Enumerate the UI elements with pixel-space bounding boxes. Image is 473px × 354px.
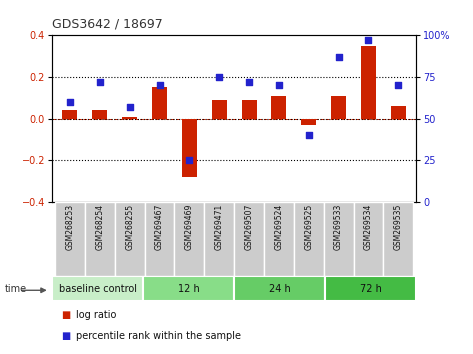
Bar bbox=[324, 202, 353, 276]
Point bbox=[305, 132, 313, 138]
Text: baseline control: baseline control bbox=[59, 284, 137, 293]
Text: 72 h: 72 h bbox=[360, 284, 382, 293]
Point bbox=[275, 82, 283, 88]
Bar bbox=[331, 96, 346, 119]
Bar bbox=[234, 276, 325, 301]
Bar bbox=[242, 100, 256, 119]
Bar bbox=[52, 276, 143, 301]
Text: GSM269533: GSM269533 bbox=[334, 204, 343, 250]
Text: GSM269469: GSM269469 bbox=[185, 204, 194, 250]
Bar bbox=[55, 202, 85, 276]
Text: GSM268254: GSM268254 bbox=[95, 204, 104, 250]
Text: log ratio: log ratio bbox=[76, 310, 116, 320]
Bar bbox=[204, 202, 234, 276]
Bar bbox=[234, 202, 264, 276]
Point bbox=[394, 82, 402, 88]
Point bbox=[66, 99, 74, 105]
Point bbox=[156, 82, 163, 88]
Point bbox=[335, 54, 342, 60]
Point bbox=[185, 157, 193, 163]
Bar bbox=[145, 202, 175, 276]
Text: ■: ■ bbox=[61, 310, 71, 320]
Text: GSM269534: GSM269534 bbox=[364, 204, 373, 250]
Bar bbox=[391, 106, 406, 119]
Point bbox=[245, 79, 253, 85]
Text: ■: ■ bbox=[61, 331, 71, 341]
Bar bbox=[182, 119, 197, 177]
Bar bbox=[122, 116, 137, 119]
Text: GSM269471: GSM269471 bbox=[215, 204, 224, 250]
Bar bbox=[115, 202, 145, 276]
Text: GSM269525: GSM269525 bbox=[304, 204, 313, 250]
Bar bbox=[325, 276, 416, 301]
Bar bbox=[294, 202, 324, 276]
Bar bbox=[62, 110, 78, 119]
Bar bbox=[384, 202, 413, 276]
Point bbox=[215, 74, 223, 80]
Text: 12 h: 12 h bbox=[178, 284, 200, 293]
Text: GSM269467: GSM269467 bbox=[155, 204, 164, 250]
Bar bbox=[152, 87, 167, 119]
Point bbox=[365, 38, 372, 43]
Text: percentile rank within the sample: percentile rank within the sample bbox=[76, 331, 241, 341]
Bar bbox=[212, 100, 227, 119]
Bar bbox=[301, 119, 316, 125]
Point bbox=[96, 79, 104, 85]
Text: GSM269507: GSM269507 bbox=[245, 204, 254, 250]
Text: GSM269524: GSM269524 bbox=[274, 204, 283, 250]
Text: GDS3642 / 18697: GDS3642 / 18697 bbox=[52, 17, 163, 30]
Bar bbox=[361, 46, 376, 119]
Bar bbox=[272, 96, 286, 119]
Bar bbox=[175, 202, 204, 276]
Point bbox=[126, 104, 133, 110]
Bar bbox=[143, 276, 234, 301]
Bar bbox=[85, 202, 115, 276]
Text: GSM268255: GSM268255 bbox=[125, 204, 134, 250]
Text: GSM268253: GSM268253 bbox=[65, 204, 74, 250]
Text: GSM269535: GSM269535 bbox=[394, 204, 403, 250]
Text: 24 h: 24 h bbox=[269, 284, 290, 293]
Text: time: time bbox=[5, 284, 27, 293]
Bar bbox=[92, 110, 107, 119]
Bar bbox=[264, 202, 294, 276]
Bar bbox=[353, 202, 384, 276]
